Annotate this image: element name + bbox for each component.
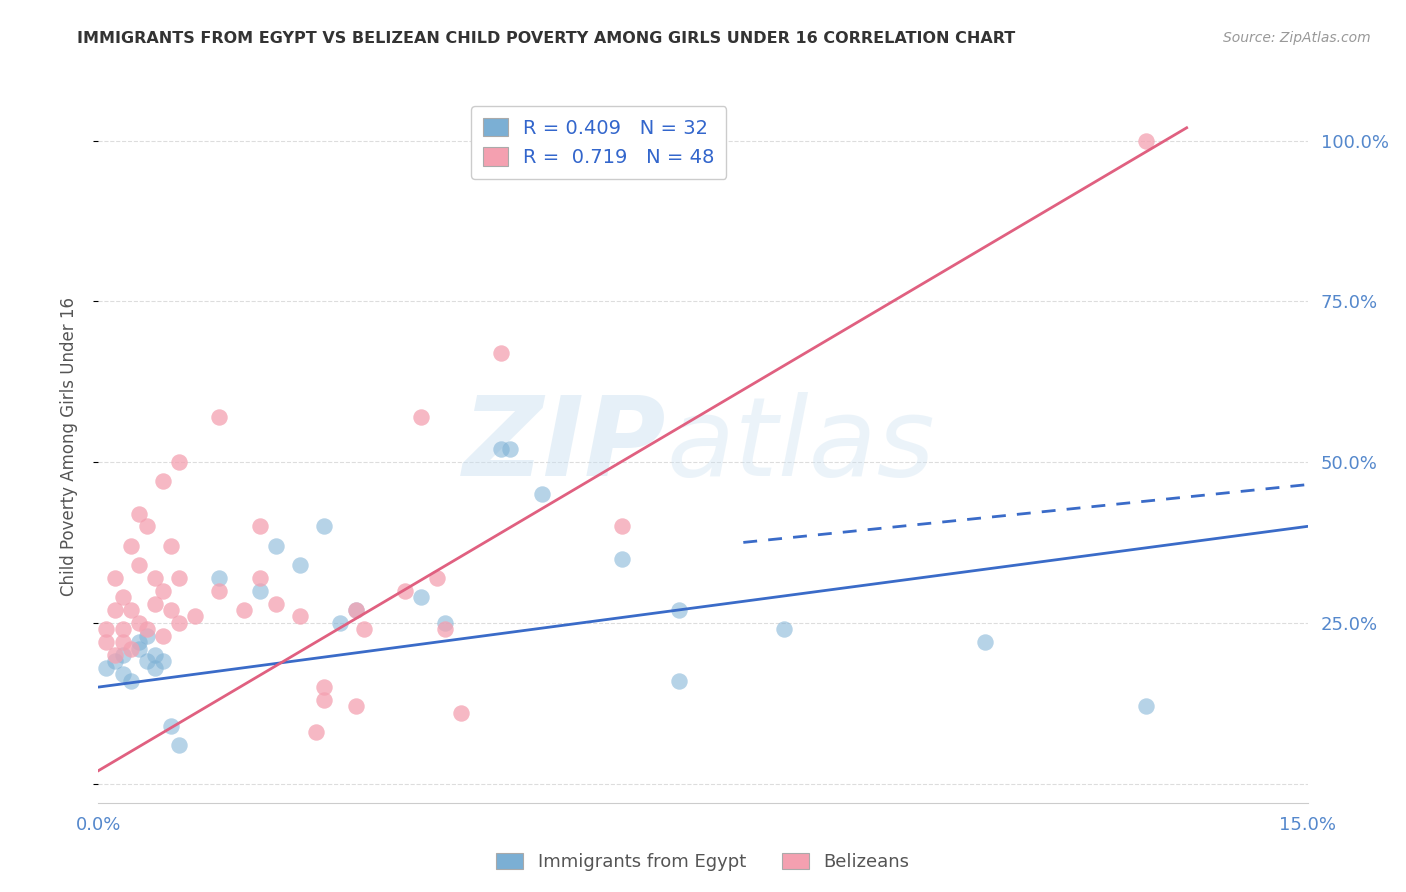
Point bbox=[103, 603, 125, 617]
Point bbox=[120, 673, 142, 688]
Point bbox=[612, 551, 634, 566]
Point bbox=[96, 622, 118, 636]
Point bbox=[249, 583, 271, 598]
Point bbox=[491, 442, 513, 457]
Point bbox=[120, 539, 142, 553]
Point bbox=[128, 641, 150, 656]
Point bbox=[103, 648, 125, 662]
Point bbox=[135, 519, 157, 533]
Point bbox=[264, 539, 287, 553]
Point bbox=[329, 615, 352, 630]
Point bbox=[96, 661, 118, 675]
Point bbox=[409, 590, 432, 604]
Point bbox=[167, 738, 190, 752]
Point bbox=[668, 673, 690, 688]
Point bbox=[772, 622, 794, 636]
Point bbox=[491, 345, 513, 359]
Point bbox=[409, 410, 432, 425]
Point bbox=[434, 622, 457, 636]
Point bbox=[135, 629, 157, 643]
Point bbox=[143, 571, 166, 585]
Point bbox=[232, 603, 254, 617]
Point bbox=[434, 615, 457, 630]
Point bbox=[288, 558, 311, 572]
Point bbox=[152, 583, 174, 598]
Point bbox=[208, 571, 231, 585]
Point bbox=[96, 635, 118, 649]
Point bbox=[668, 603, 690, 617]
Point bbox=[167, 455, 190, 469]
Point bbox=[143, 661, 166, 675]
Legend: R = 0.409   N = 32, R =  0.719   N = 48: R = 0.409 N = 32, R = 0.719 N = 48 bbox=[471, 106, 727, 179]
Point bbox=[450, 706, 472, 720]
Point bbox=[167, 571, 190, 585]
Point bbox=[305, 725, 328, 739]
Point bbox=[344, 699, 367, 714]
Point bbox=[208, 583, 231, 598]
Point bbox=[344, 603, 367, 617]
Point bbox=[394, 583, 416, 598]
Point bbox=[143, 597, 166, 611]
Point bbox=[314, 680, 336, 694]
Point bbox=[128, 615, 150, 630]
Point bbox=[103, 571, 125, 585]
Point bbox=[120, 641, 142, 656]
Point bbox=[128, 558, 150, 572]
Point bbox=[160, 719, 183, 733]
Point bbox=[314, 519, 336, 533]
Point bbox=[184, 609, 207, 624]
Point bbox=[143, 648, 166, 662]
Legend: Immigrants from Egypt, Belizeans: Immigrants from Egypt, Belizeans bbox=[489, 846, 917, 879]
Point bbox=[314, 693, 336, 707]
Point bbox=[208, 410, 231, 425]
Point bbox=[498, 442, 520, 457]
Point bbox=[111, 590, 134, 604]
Point bbox=[128, 507, 150, 521]
Point bbox=[530, 487, 553, 501]
Point bbox=[167, 615, 190, 630]
Text: atlas: atlas bbox=[666, 392, 935, 500]
Point bbox=[353, 622, 375, 636]
Point bbox=[974, 635, 997, 649]
Point bbox=[612, 519, 634, 533]
Text: ZIP: ZIP bbox=[463, 392, 666, 500]
Point bbox=[128, 635, 150, 649]
Point bbox=[249, 571, 271, 585]
Point bbox=[1135, 134, 1157, 148]
Point bbox=[152, 629, 174, 643]
Point bbox=[135, 622, 157, 636]
Point bbox=[103, 654, 125, 668]
Point bbox=[135, 654, 157, 668]
Point bbox=[111, 635, 134, 649]
Point bbox=[426, 571, 449, 585]
Point bbox=[111, 667, 134, 681]
Y-axis label: Child Poverty Among Girls Under 16: Child Poverty Among Girls Under 16 bbox=[59, 296, 77, 596]
Point bbox=[111, 648, 134, 662]
Point bbox=[288, 609, 311, 624]
Point bbox=[344, 603, 367, 617]
Point bbox=[249, 519, 271, 533]
Point bbox=[160, 603, 183, 617]
Point bbox=[1135, 699, 1157, 714]
Point bbox=[152, 654, 174, 668]
Point bbox=[264, 597, 287, 611]
Point bbox=[160, 539, 183, 553]
Text: IMMIGRANTS FROM EGYPT VS BELIZEAN CHILD POVERTY AMONG GIRLS UNDER 16 CORRELATION: IMMIGRANTS FROM EGYPT VS BELIZEAN CHILD … bbox=[77, 31, 1015, 46]
Point bbox=[120, 603, 142, 617]
Point bbox=[152, 475, 174, 489]
Point bbox=[111, 622, 134, 636]
Text: Source: ZipAtlas.com: Source: ZipAtlas.com bbox=[1223, 31, 1371, 45]
